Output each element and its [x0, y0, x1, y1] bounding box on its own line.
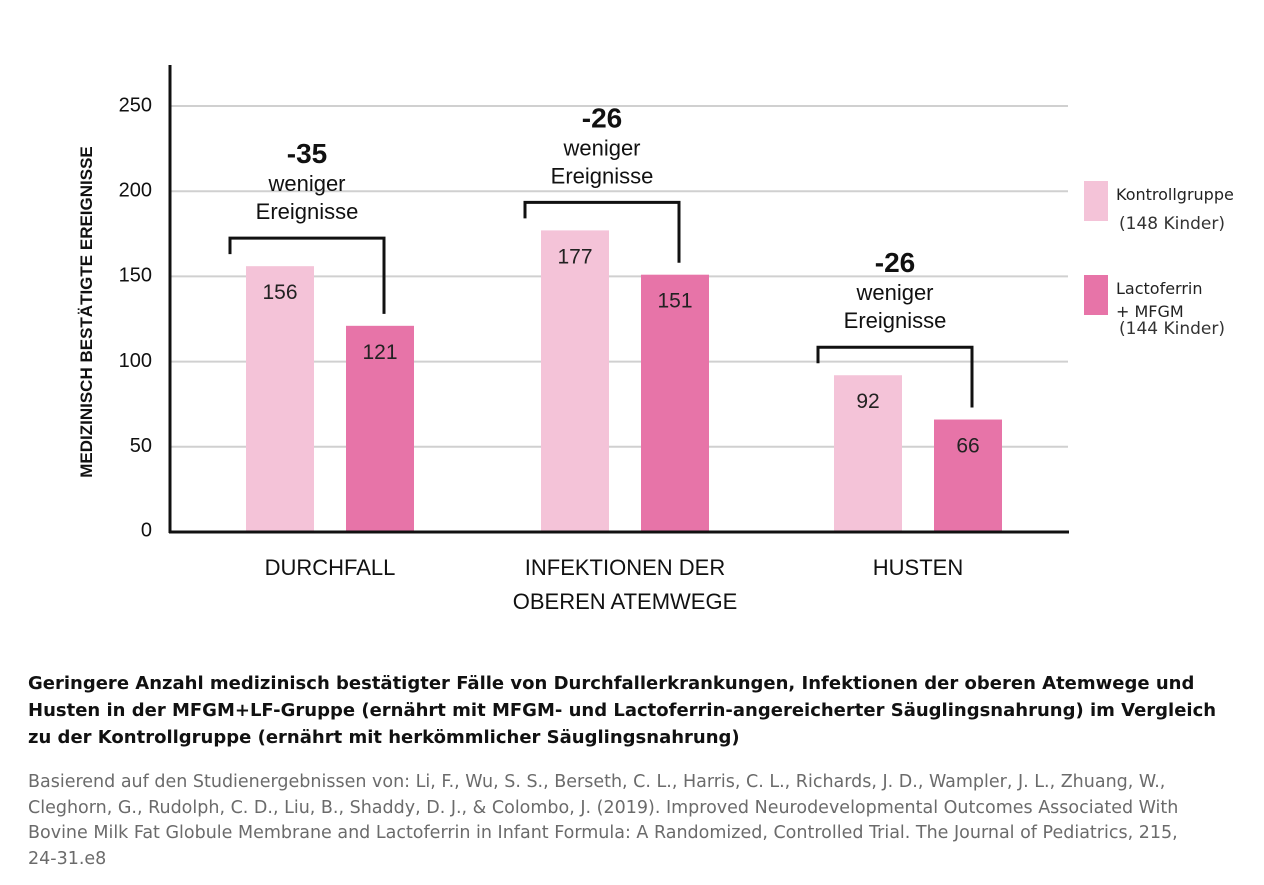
legend: Kontrollgruppe (148 Kinder) Lactoferrin + M…	[1084, 181, 1234, 339]
legend-swatch	[1084, 275, 1108, 315]
x-category-label: DURCHFALL	[265, 555, 396, 580]
bars: 156 121 177 151 92 66	[246, 230, 1002, 532]
legend-label: + MFGM	[1116, 302, 1184, 321]
bar	[346, 325, 414, 532]
difference-bracket	[523, 200, 681, 263]
bar-value-label: 156	[262, 281, 297, 304]
difference-label: weniger	[855, 280, 933, 305]
difference-bracket	[228, 236, 386, 314]
bar-chart: 156 121 177 151 92 66 0 50 100 150 200 250 MEDIZINI…	[77, 65, 1234, 614]
y-tick-label: 50	[130, 435, 152, 457]
x-category-label: INFEKTIONEN DER	[525, 555, 725, 580]
x-category-label: HUSTEN	[873, 555, 963, 580]
difference-label: Ereignisse	[551, 163, 654, 188]
difference-bracket	[816, 345, 974, 408]
legend-subtitle: (144 Kinder)	[1119, 319, 1225, 339]
difference-annotations: -35wenigerEreignisse-26wenigerEreignisse…	[228, 102, 974, 408]
bar	[934, 419, 1002, 532]
difference-value: -26	[875, 247, 915, 278]
x-category-label: OBEREN ATEMWEGE	[513, 589, 738, 614]
difference-value: -26	[582, 102, 622, 133]
y-tick-label: 0	[141, 519, 152, 541]
legend-label: Lactoferrin	[1116, 279, 1203, 298]
gridlines	[170, 105, 1068, 448]
bar-value-label: 121	[362, 341, 397, 364]
bar-value-label: 92	[856, 390, 879, 413]
y-tick-label: 100	[119, 350, 152, 372]
difference-label: Ereignisse	[256, 199, 359, 224]
y-tick-label: 200	[119, 179, 152, 201]
source-citation: Basierend auf den Studienergebnissen von…	[28, 772, 1179, 869]
difference-label: Ereignisse	[844, 308, 947, 333]
legend-label: Kontrollgruppe	[1116, 185, 1234, 204]
difference-label: weniger	[267, 171, 345, 196]
y-axis-label: MEDIZINISCH BESTÄTIGTE EREIGNISSE	[77, 146, 96, 478]
bar-value-label: 177	[557, 245, 592, 268]
legend-subtitle: (148 Kinder)	[1119, 214, 1225, 234]
y-tick-label: 150	[119, 265, 152, 287]
bar	[541, 230, 609, 532]
bar-value-label: 151	[657, 290, 692, 313]
axes: 0 50 100 150 200 250 MEDIZINISCH BESTÄTIGTE ER…	[77, 65, 1069, 614]
bar	[834, 375, 902, 532]
bar-value-label: 66	[956, 435, 979, 458]
difference-label: weniger	[562, 135, 640, 160]
figure-caption: Geringere Anzahl medizinisch bestätigter…	[28, 673, 1217, 748]
bar	[246, 266, 314, 532]
bar	[641, 274, 709, 532]
legend-swatch	[1084, 181, 1108, 221]
difference-value: -35	[287, 138, 327, 169]
y-tick-label: 250	[119, 94, 152, 116]
